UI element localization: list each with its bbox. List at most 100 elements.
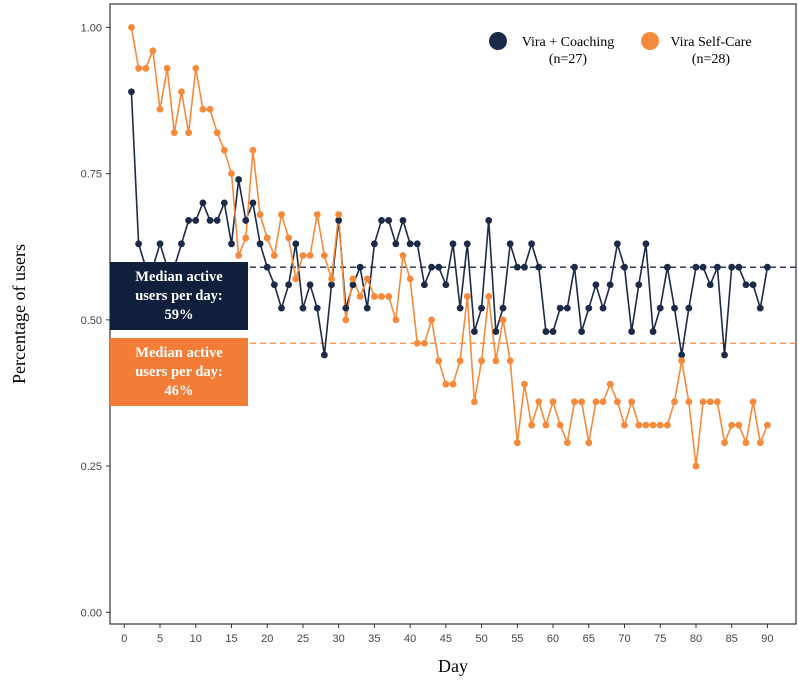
- data-point-coaching: [320, 351, 328, 359]
- data-point-coaching: [492, 328, 500, 335]
- data-point-selfcare: [628, 398, 636, 406]
- data-point-coaching: [228, 240, 235, 248]
- data-point-coaching: [728, 263, 736, 271]
- data-point-selfcare: [571, 398, 578, 406]
- legend-label: Vira + Coaching: [522, 35, 615, 50]
- x-tick-label: 75: [654, 633, 666, 645]
- data-point-coaching: [292, 240, 300, 248]
- data-point-coaching: [256, 240, 264, 248]
- data-point-coaching: [599, 304, 607, 312]
- data-point-selfcare: [606, 380, 614, 388]
- legend-marker: [489, 32, 507, 50]
- data-point-selfcare: [178, 88, 185, 96]
- y-tick-label: 1.00: [81, 22, 102, 34]
- data-point-selfcare: [206, 105, 214, 113]
- data-point-coaching: [313, 304, 321, 312]
- data-point-selfcare: [142, 64, 150, 72]
- data-point-selfcare: [128, 23, 135, 31]
- data-point-selfcare: [449, 380, 457, 388]
- x-axis: 0 5 10 15 20 25 30 35 40 45 50 55 60 65 70 75 80 85 90: [121, 624, 774, 645]
- data-point-selfcare: [692, 462, 700, 470]
- data-point-coaching: [513, 263, 521, 271]
- legend-sample-size: (n=27): [549, 52, 588, 67]
- data-point-selfcare: [199, 105, 207, 113]
- data-point-selfcare: [542, 421, 550, 429]
- data-point-coaching: [328, 281, 335, 289]
- data-point-selfcare: [306, 252, 314, 259]
- x-tick-label: 90: [761, 633, 773, 645]
- data-point-selfcare: [435, 357, 443, 365]
- data-point-coaching: [764, 263, 771, 271]
- data-point-coaching: [263, 263, 271, 271]
- data-point-selfcare: [735, 421, 743, 429]
- data-point-selfcare: [492, 357, 500, 365]
- median-annotation-value: 46%: [164, 382, 194, 399]
- data-point-coaching: [128, 88, 135, 96]
- data-point-selfcare: [363, 275, 371, 283]
- data-point-selfcare: [699, 398, 707, 406]
- data-point-coaching: [270, 281, 278, 289]
- x-tick-label: 5: [157, 633, 163, 645]
- data-point-selfcare: [528, 421, 536, 429]
- data-point-coaching: [206, 217, 214, 224]
- data-point-coaching: [506, 240, 514, 248]
- data-point-coaching: [542, 328, 550, 335]
- data-point-selfcare: [535, 398, 543, 406]
- legend: Vira + Coaching (n=27) Vira Self-Care (n=28…: [489, 32, 752, 67]
- data-point-selfcare: [549, 398, 557, 406]
- data-point-selfcare: [392, 316, 400, 324]
- data-point-coaching: [449, 240, 457, 248]
- data-point-selfcare: [370, 293, 378, 300]
- data-point-coaching: [749, 281, 757, 289]
- data-point-coaching: [363, 304, 371, 312]
- data-point-selfcare: [399, 252, 407, 259]
- data-point-selfcare: [220, 146, 228, 154]
- x-tick-label: 45: [440, 633, 452, 645]
- data-point-coaching: [335, 217, 343, 224]
- legend-label: Vira Self-Care: [670, 35, 751, 50]
- series-layer: [128, 23, 771, 470]
- data-point-coaching: [463, 240, 471, 248]
- y-axis-title: Percentage of users: [9, 244, 29, 384]
- data-point-selfcare: [349, 275, 357, 283]
- x-tick-label: 60: [547, 633, 559, 645]
- data-point-selfcare: [556, 421, 564, 429]
- data-point-selfcare: [242, 234, 250, 242]
- data-point-coaching: [528, 240, 536, 248]
- data-point-selfcare: [742, 439, 750, 447]
- data-point-selfcare: [728, 421, 736, 429]
- data-point-coaching: [706, 281, 714, 289]
- y-tick-label: 0.25: [81, 461, 102, 473]
- data-point-coaching: [713, 263, 721, 271]
- data-point-selfcare: [521, 380, 528, 388]
- data-point-coaching: [521, 263, 528, 271]
- data-point-coaching: [192, 217, 200, 224]
- data-point-coaching: [549, 328, 557, 335]
- data-point-selfcare: [299, 252, 307, 259]
- data-point-coaching: [306, 281, 314, 289]
- data-point-selfcare: [592, 398, 600, 406]
- data-point-selfcare: [185, 129, 193, 137]
- data-point-coaching: [578, 328, 586, 335]
- data-point-selfcare: [756, 439, 764, 447]
- data-point-coaching: [406, 240, 414, 248]
- data-point-coaching: [213, 217, 221, 224]
- data-point-coaching: [249, 199, 257, 207]
- data-point-selfcare: [356, 293, 364, 300]
- median-annotation-line: Median active: [135, 344, 223, 361]
- data-point-selfcare: [621, 421, 628, 429]
- median-annotation-line: users per day:: [135, 287, 223, 304]
- y-tick-label: 0.00: [81, 607, 102, 619]
- data-point-selfcare: [228, 170, 235, 178]
- data-point-selfcare: [642, 421, 650, 429]
- data-point-selfcare: [270, 252, 278, 259]
- data-point-coaching: [656, 304, 664, 312]
- data-point-coaching: [299, 304, 307, 312]
- data-point-selfcare: [135, 64, 142, 72]
- data-point-coaching: [385, 217, 393, 224]
- x-tick-label: 65: [583, 633, 595, 645]
- data-point-selfcare: [406, 275, 414, 283]
- y-tick-label: 0.50: [81, 315, 102, 327]
- data-point-selfcare: [456, 357, 464, 365]
- data-point-coaching: [435, 263, 443, 271]
